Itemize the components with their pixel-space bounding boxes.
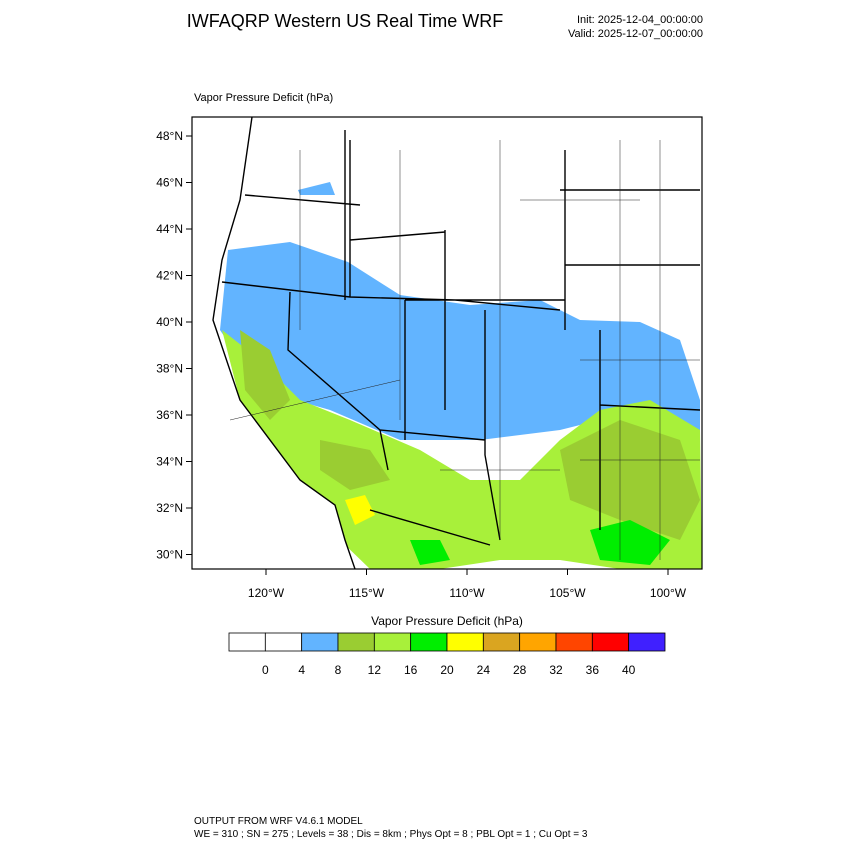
county-lines bbox=[229, 140, 700, 560]
vpd-region bbox=[560, 420, 700, 540]
colorbar-label: 20 bbox=[440, 663, 454, 677]
lon-label: 105°W bbox=[549, 586, 586, 600]
vpd-region bbox=[240, 330, 290, 420]
state-border bbox=[221, 130, 701, 546]
lat-label: 42°N bbox=[156, 269, 183, 283]
colorbar-label: 4 bbox=[298, 663, 305, 677]
colorbar-box bbox=[482, 632, 521, 652]
vpd-region bbox=[222, 330, 702, 569]
colorbar-box bbox=[628, 632, 666, 652]
colorbar-label: 40 bbox=[622, 663, 636, 677]
ocean bbox=[192, 117, 355, 569]
colorbar-box bbox=[373, 632, 412, 652]
title: IWFAQRP Western US Real Time WRF bbox=[187, 11, 503, 31]
vpd-region bbox=[410, 540, 450, 565]
colorbar-box bbox=[228, 632, 266, 652]
lat-label: 32°N bbox=[156, 501, 183, 515]
lat-label: 34°N bbox=[156, 455, 183, 469]
vpd-region bbox=[220, 242, 700, 470]
colorbar-box bbox=[519, 632, 557, 652]
map bbox=[191, 116, 703, 570]
vpd-region bbox=[320, 440, 390, 490]
colorbar-label: 32 bbox=[549, 663, 563, 677]
coastline bbox=[212, 117, 356, 569]
vpd-region bbox=[298, 182, 335, 195]
colorbar-box bbox=[591, 632, 630, 652]
lat-label: 44°N bbox=[156, 222, 183, 236]
footer-line: WE = 310 ; SN = 275 ; Levels = 38 ; Dis … bbox=[194, 829, 588, 840]
lat-label: 36°N bbox=[156, 408, 183, 422]
footer-line: OUTPUT FROM WRF V4.6.1 MODEL bbox=[194, 816, 363, 827]
colorbar-label: 28 bbox=[513, 663, 527, 677]
lat-label: 48°N bbox=[156, 129, 183, 143]
colorbar-box bbox=[301, 632, 339, 652]
colorbar-box bbox=[446, 632, 484, 652]
vpd-region bbox=[590, 520, 670, 565]
lat-label: 46°N bbox=[156, 176, 183, 190]
map-frame bbox=[191, 116, 703, 570]
init-time: Init: 2025-12-04_00:00:00 bbox=[577, 14, 703, 26]
colorbar-label: 0 bbox=[262, 663, 269, 677]
colorbar-box bbox=[337, 632, 375, 652]
colorbar-label: 16 bbox=[404, 663, 418, 677]
lat-label: 40°N bbox=[156, 315, 183, 329]
colorbar-box bbox=[555, 632, 593, 652]
colorbar-box bbox=[410, 632, 448, 652]
lat-label: 30°N bbox=[156, 548, 183, 562]
lat-label: 38°N bbox=[156, 362, 183, 376]
map-title: Vapor Pressure Deficit (hPa) bbox=[194, 92, 333, 104]
lon-label: 110°W bbox=[449, 586, 485, 600]
colorbar-title: Vapor Pressure Deficit (hPa) bbox=[371, 614, 523, 628]
lon-label: 115°W bbox=[349, 586, 385, 600]
valid-time: Valid: 2025-12-07_00:00:00 bbox=[568, 28, 703, 40]
colorbar-box bbox=[264, 632, 303, 652]
colorbar-label: 8 bbox=[335, 663, 342, 677]
lon-label: 120°W bbox=[248, 586, 285, 600]
colorbar-label: 12 bbox=[368, 663, 382, 677]
vpd-region bbox=[345, 495, 375, 525]
colorbar-label: 24 bbox=[477, 663, 491, 677]
lon-label: 100°W bbox=[650, 586, 687, 600]
colorbar-label: 36 bbox=[586, 663, 600, 677]
